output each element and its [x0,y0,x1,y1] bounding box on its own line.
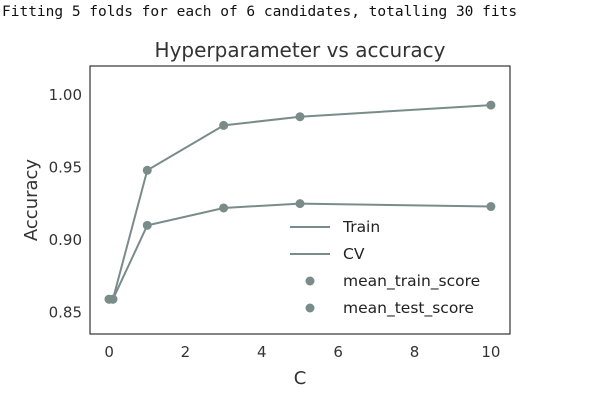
test-score-point [486,202,496,212]
legend-label-mean-train-score: mean_train_score [343,272,480,291]
plot-frame [89,65,511,335]
x-tick-label: 10 [481,343,500,361]
legend-marker-mean-test-score [305,303,315,313]
legend: Train CV mean_train_score mean_test_scor… [290,218,480,318]
legend-label-cv: CV [343,245,365,263]
y-tick-label: 0.95 [49,158,82,176]
x-tick-label: 6 [333,343,343,361]
legend-marker-mean-train-score [305,276,315,286]
test-score-point [142,220,152,230]
x-tick-label: 0 [104,343,114,361]
console-output: Fitting 5 folds for each of 6 candidates… [2,4,518,20]
x-axis-label: C [294,368,307,389]
legend-label-train: Train [342,218,380,236]
x-tick-label: 4 [257,343,267,361]
y-tick-label: 0.85 [49,303,82,321]
legend-label-mean-test-score: mean_test_score [343,299,474,318]
train-score-point [142,165,152,175]
x-tick-label: 2 [181,343,191,361]
x-tick-label: 8 [410,343,420,361]
y-tick-label: 0.90 [49,231,82,249]
chart-title: Hyperparameter vs accuracy [155,38,446,62]
test-score-point [108,294,118,304]
train-score-point [295,112,305,122]
train-score-point [219,120,229,130]
train-score-point [486,100,496,110]
y-axis-label: Accuracy [21,159,42,242]
test-score-point [295,199,305,209]
y-tick-label: 1.00 [49,86,82,104]
test-score-point [219,203,229,213]
